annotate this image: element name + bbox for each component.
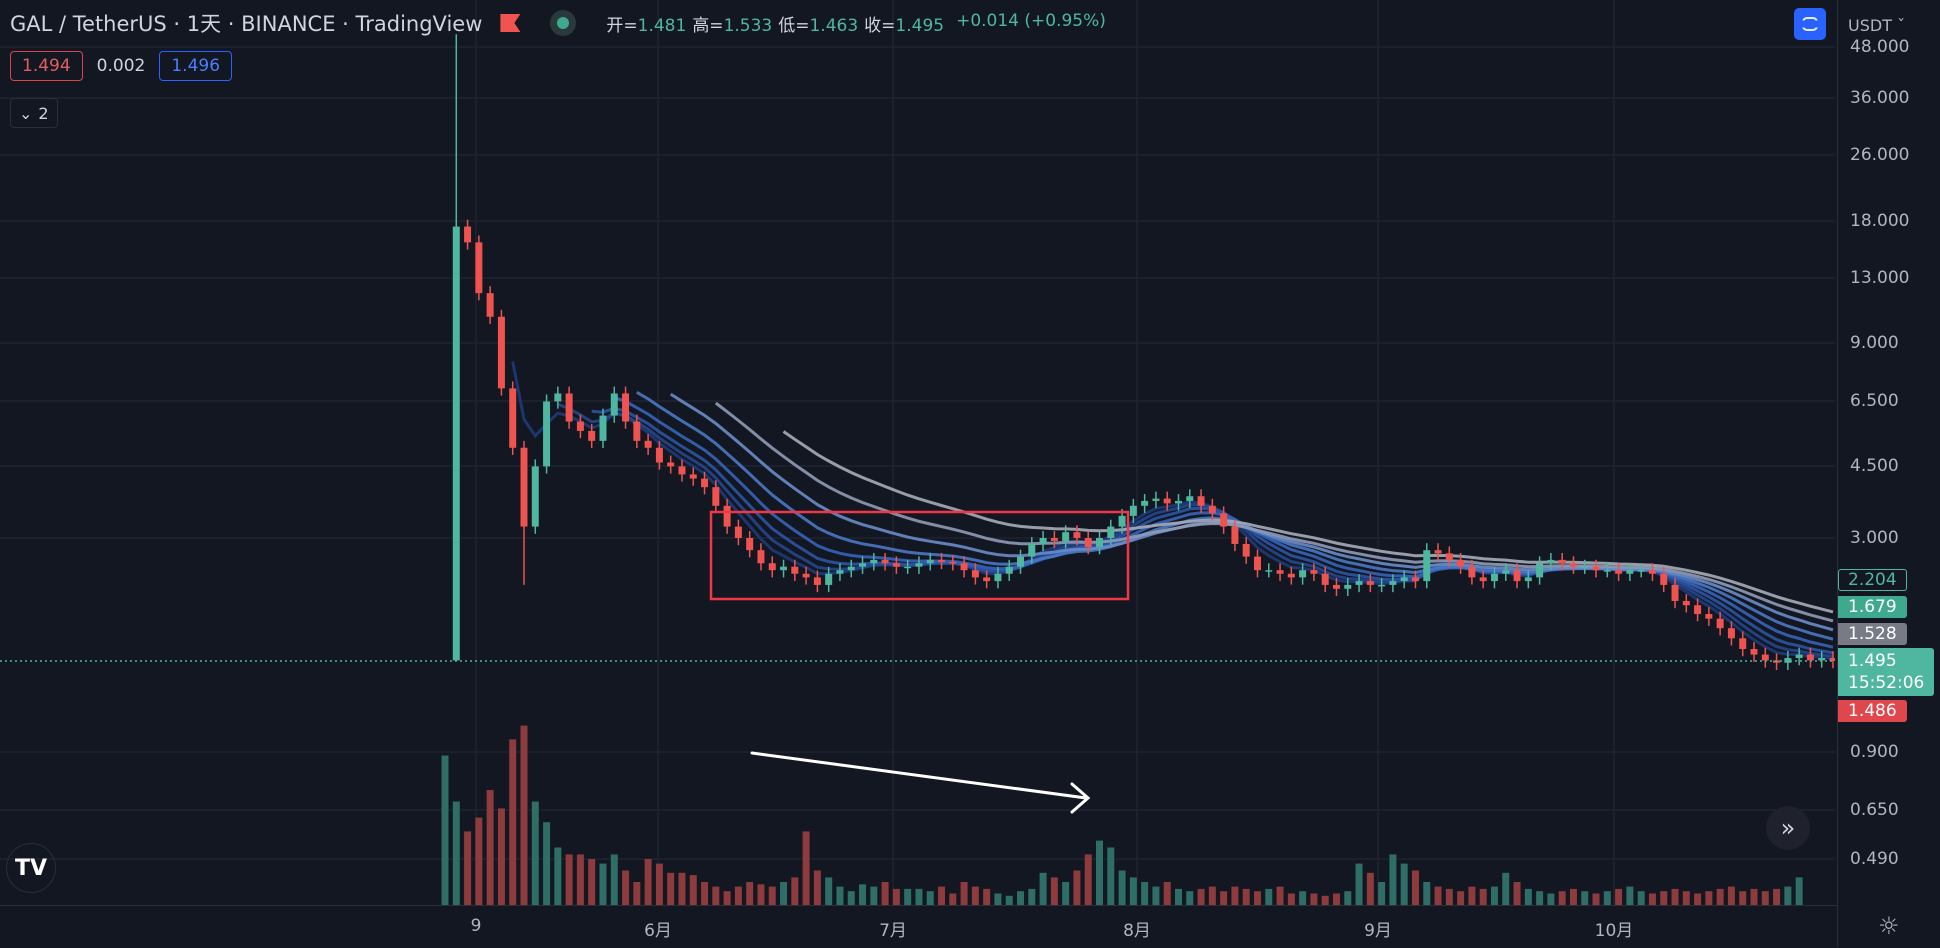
- ema-low-tag: 1.528: [1838, 623, 1907, 645]
- time-label: 10月: [1594, 921, 1634, 941]
- buy-button[interactable]: 1.496: [159, 51, 233, 81]
- double-chevron-right-icon: »: [1780, 814, 1796, 842]
- settings-gear-icon[interactable]: ☼: [1878, 912, 1900, 940]
- price-tick: 4.500: [1850, 456, 1899, 476]
- close-value: 1.495: [895, 15, 945, 36]
- ema-mid-tag: 1.679: [1838, 596, 1907, 618]
- last-price: 1.495: [1848, 651, 1897, 671]
- time-axis[interactable]: 9 6月 7月 8月 9月 10月: [0, 905, 1837, 948]
- price-tick: 3.000: [1850, 528, 1899, 548]
- fullscreen-button[interactable]: [1794, 8, 1826, 40]
- time-label: 7月: [879, 921, 907, 941]
- tradingview-logo[interactable]: TV: [6, 843, 56, 893]
- price-tick: 36.000: [1850, 88, 1910, 108]
- symbol-title[interactable]: GAL / TetherUS · 1天 · BINANCE · TradingV…: [10, 12, 483, 36]
- currency-label: USDT: [1848, 16, 1892, 35]
- chevron-down-icon: ˇ: [1897, 16, 1906, 35]
- price-axis[interactable]: USDT ˇ 48.000 36.000 26.000 18.000 13.00…: [1837, 0, 1940, 947]
- indicator-count: 2: [38, 103, 49, 123]
- open-value: 1.481: [637, 15, 687, 36]
- close-label: 收=: [864, 15, 896, 36]
- price-tick: 13.000: [1850, 268, 1910, 288]
- change-value: +0.014 (+0.95%): [956, 10, 1106, 31]
- chevron-down-icon: ⌄: [19, 103, 33, 123]
- time-label: 9月: [1364, 921, 1392, 941]
- trade-buttons: 1.494 0.002 1.496: [10, 49, 233, 83]
- price-tick: 18.000: [1850, 211, 1910, 231]
- indicator-legend-toggle[interactable]: ⌄ 2: [10, 98, 58, 128]
- volume-tick: 0.650: [1850, 800, 1899, 820]
- price-tick: 6.500: [1850, 391, 1899, 411]
- volume-tick: 0.900: [1850, 742, 1899, 762]
- high-value: 1.533: [723, 15, 773, 36]
- fullscreen-icon: [1802, 17, 1818, 31]
- high-label: 高=: [692, 15, 724, 36]
- market-status-icon: [550, 10, 577, 36]
- time-label: 6月: [644, 921, 672, 941]
- scroll-to-realtime-button[interactable]: »: [1766, 806, 1810, 850]
- flag-icon[interactable]: [500, 14, 521, 32]
- currency-selector[interactable]: USDT ˇ: [1848, 16, 1905, 35]
- ema-upper-tag: 2.204: [1838, 569, 1907, 591]
- price-tick: 26.000: [1850, 145, 1910, 165]
- time-label: 8月: [1123, 921, 1151, 941]
- low-value: 1.463: [809, 15, 859, 36]
- low-label: 低=: [778, 15, 810, 36]
- last-price-tag: 1.495 15:52:06: [1838, 648, 1935, 696]
- volume-tick: 0.490: [1850, 849, 1899, 869]
- price-chart[interactable]: [0, 0, 1835, 905]
- sell-button[interactable]: 1.494: [10, 51, 83, 81]
- symbol-header: GAL / TetherUS · 1天 · BINANCE · TradingV…: [10, 6, 1106, 40]
- time-label: 9: [470, 916, 482, 936]
- open-label: 开=: [606, 15, 638, 36]
- price-tick: 9.000: [1850, 333, 1899, 353]
- ohlc-values: 开=1.481 高=1.533 低=1.463 收=1.495 +0.014 (…: [606, 11, 1106, 36]
- bid-price-tag: 1.486: [1838, 700, 1907, 722]
- spread-value: 0.002: [96, 56, 146, 76]
- price-tick: 48.000: [1850, 37, 1910, 57]
- bar-countdown: 15:52:06: [1848, 673, 1925, 693]
